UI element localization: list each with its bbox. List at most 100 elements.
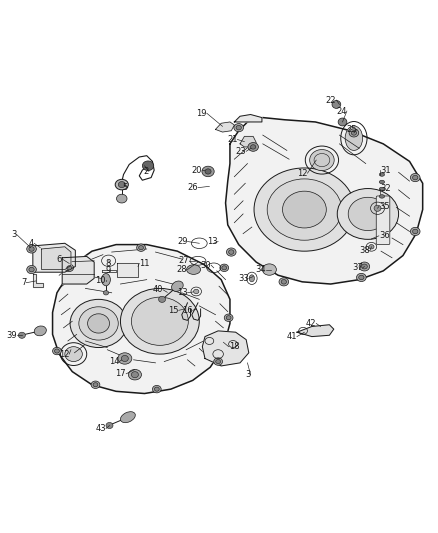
Ellipse shape	[214, 358, 223, 365]
Ellipse shape	[18, 332, 25, 338]
Ellipse shape	[262, 264, 276, 275]
Text: 26: 26	[187, 183, 198, 192]
Ellipse shape	[337, 189, 399, 239]
Ellipse shape	[224, 314, 233, 321]
Ellipse shape	[248, 142, 258, 151]
Text: 3: 3	[11, 230, 17, 239]
Text: 12: 12	[59, 350, 69, 359]
Text: 39: 39	[6, 331, 17, 340]
Polygon shape	[117, 263, 138, 277]
Text: 21: 21	[227, 135, 237, 144]
Ellipse shape	[34, 326, 46, 336]
Text: 25: 25	[346, 125, 357, 134]
Ellipse shape	[172, 281, 183, 292]
Ellipse shape	[131, 297, 188, 345]
Text: 43: 43	[95, 424, 106, 433]
Ellipse shape	[102, 273, 110, 286]
Ellipse shape	[374, 205, 381, 211]
Ellipse shape	[249, 275, 254, 282]
Polygon shape	[33, 243, 75, 272]
Ellipse shape	[215, 359, 220, 364]
Ellipse shape	[222, 266, 227, 270]
Ellipse shape	[413, 175, 418, 180]
Text: 23: 23	[236, 147, 246, 156]
Ellipse shape	[283, 191, 326, 228]
Ellipse shape	[65, 264, 74, 271]
Ellipse shape	[120, 288, 199, 354]
Text: 38: 38	[359, 246, 370, 255]
Ellipse shape	[226, 316, 231, 320]
Text: 17: 17	[116, 369, 126, 378]
Ellipse shape	[29, 268, 34, 272]
Text: 22: 22	[326, 95, 336, 104]
Text: 10: 10	[95, 277, 106, 286]
Ellipse shape	[332, 101, 341, 108]
Ellipse shape	[138, 246, 143, 250]
Ellipse shape	[131, 372, 138, 378]
Text: 32: 32	[380, 184, 391, 193]
Ellipse shape	[254, 168, 355, 251]
Text: 20: 20	[192, 166, 202, 175]
Ellipse shape	[91, 381, 100, 389]
Ellipse shape	[121, 356, 128, 361]
Text: 37: 37	[352, 263, 363, 272]
Ellipse shape	[106, 423, 113, 429]
Ellipse shape	[359, 262, 370, 271]
Polygon shape	[226, 118, 423, 284]
Ellipse shape	[281, 280, 286, 284]
Ellipse shape	[142, 161, 154, 171]
Polygon shape	[234, 115, 262, 122]
Ellipse shape	[345, 126, 363, 150]
Text: 41: 41	[286, 332, 297, 341]
Polygon shape	[297, 325, 334, 336]
Ellipse shape	[236, 125, 241, 130]
Polygon shape	[42, 247, 71, 270]
Ellipse shape	[194, 289, 199, 294]
Text: 34: 34	[256, 265, 266, 274]
Ellipse shape	[65, 346, 82, 361]
Text: 27: 27	[179, 256, 189, 265]
Text: 28: 28	[177, 265, 187, 274]
Text: 2: 2	[144, 167, 149, 176]
Ellipse shape	[413, 229, 418, 234]
Ellipse shape	[128, 369, 141, 380]
Text: 19: 19	[196, 109, 207, 118]
Text: 18: 18	[229, 342, 239, 351]
Ellipse shape	[379, 180, 385, 184]
Text: 30: 30	[201, 261, 211, 270]
Ellipse shape	[117, 194, 127, 203]
Ellipse shape	[379, 195, 385, 198]
Text: 6: 6	[57, 255, 62, 263]
Ellipse shape	[152, 385, 161, 393]
Ellipse shape	[251, 145, 256, 149]
Text: 12: 12	[297, 169, 307, 177]
Text: 42: 42	[306, 319, 316, 328]
Ellipse shape	[115, 179, 128, 190]
Text: 13: 13	[177, 288, 187, 297]
Ellipse shape	[351, 131, 357, 135]
Ellipse shape	[359, 275, 364, 280]
Text: 11: 11	[139, 259, 150, 268]
Ellipse shape	[70, 300, 127, 348]
Ellipse shape	[357, 273, 366, 281]
Ellipse shape	[267, 179, 342, 240]
Ellipse shape	[410, 228, 420, 236]
Ellipse shape	[361, 264, 367, 269]
Ellipse shape	[55, 349, 60, 353]
Polygon shape	[215, 122, 234, 132]
Text: 16: 16	[182, 306, 193, 315]
Text: 4: 4	[29, 239, 34, 248]
Ellipse shape	[79, 307, 118, 340]
Ellipse shape	[369, 245, 374, 249]
Ellipse shape	[118, 353, 132, 364]
Text: 7: 7	[21, 278, 26, 287]
Ellipse shape	[120, 411, 135, 423]
Ellipse shape	[159, 296, 166, 302]
Text: 36: 36	[379, 231, 390, 240]
Ellipse shape	[27, 245, 36, 253]
Ellipse shape	[202, 166, 214, 177]
Ellipse shape	[29, 247, 34, 251]
Ellipse shape	[348, 197, 388, 231]
Ellipse shape	[205, 169, 211, 174]
Ellipse shape	[410, 173, 420, 182]
